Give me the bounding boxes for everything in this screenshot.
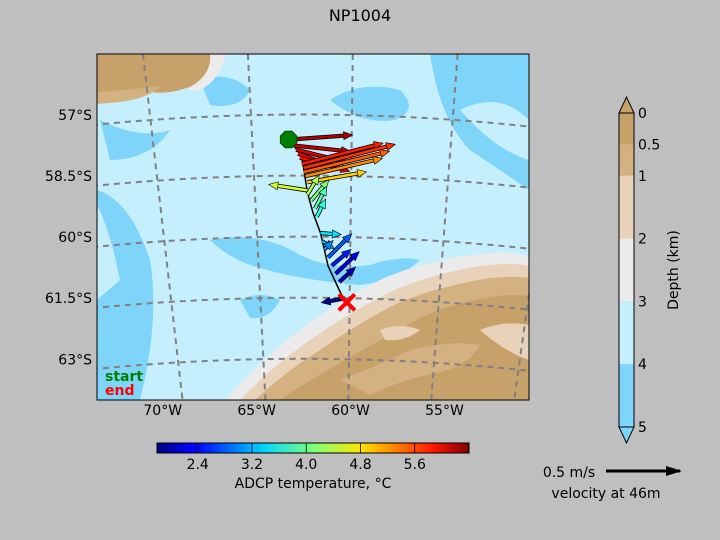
map-frame xyxy=(96,53,530,401)
temperature-colorbar: 2.4 3.2 4.0 4.8 5.6 xyxy=(156,442,470,473)
depth-colorbar-tick: 4 xyxy=(638,357,647,373)
bathymetry xyxy=(97,54,529,400)
velocity-key-speed: 0.5 m/s xyxy=(543,465,595,481)
velocity-vector xyxy=(326,233,353,260)
velocity-vector xyxy=(330,248,352,268)
velocity-key-arrowhead xyxy=(666,466,682,476)
map-panel: 57°S 58.5°S 60°S 61.5°S 63°S 70°W 65°W 60°W 55°W… xyxy=(45,53,530,419)
depth-colorbar-tick: 0 xyxy=(638,106,647,122)
map-tick-labels: 57°S 58.5°S 60°S 61.5°S 63°S 70°W 65°W 60°W 55°W xyxy=(45,108,464,419)
velocity-vector xyxy=(320,229,342,239)
velocity-vectors xyxy=(268,131,397,306)
lon-tick-label: 60°W xyxy=(331,403,370,419)
velocity-vector xyxy=(313,185,328,210)
lon-tick-label: 65°W xyxy=(237,403,276,419)
meridian-line xyxy=(246,54,267,400)
meridian-line xyxy=(513,286,529,400)
velocity-vector xyxy=(314,198,326,218)
depth-colorbar-segment xyxy=(619,364,634,427)
depth-colorbar-tick: 2 xyxy=(638,232,647,248)
lon-tick-label: 70°W xyxy=(143,403,182,419)
depth-colorbar-frame xyxy=(618,112,635,428)
graticule xyxy=(97,54,529,400)
depth-colorbar-tick: 1 xyxy=(638,169,647,185)
depth-colorbar: 0 0.5 1 2 3 4 5 xyxy=(618,95,660,445)
meridian-line xyxy=(347,54,354,400)
depth-colorbar-tick: 0.5 xyxy=(638,137,660,153)
depth-colorbar-segment xyxy=(619,301,634,365)
end-marker xyxy=(337,292,357,312)
temperature-colorbar-label: ADCP temperature, °C xyxy=(235,476,392,492)
lon-tick-label: 55°W xyxy=(425,403,464,419)
velocity-vector xyxy=(305,156,384,179)
parallel-line xyxy=(97,113,529,128)
depth-colorbar-segment xyxy=(619,144,634,176)
depth-colorbar-segment xyxy=(619,113,634,145)
velocity-vector xyxy=(322,239,334,251)
lat-tick-label: 60°S xyxy=(58,230,92,246)
chart-title: NP1004 xyxy=(329,6,391,25)
depth-colorbar-segment xyxy=(619,175,634,239)
temperature-colorbar-tick: 2.4 xyxy=(187,457,209,473)
depth-colorbar-extend-bottom xyxy=(618,426,635,445)
meridian-line xyxy=(141,54,184,400)
velocity-vector xyxy=(303,142,397,171)
depth-colorbar-extend-top xyxy=(618,95,635,114)
start-marker xyxy=(279,130,298,149)
lat-tick-label: 61.5°S xyxy=(45,291,92,307)
velocity-key-depth: velocity at 46m xyxy=(551,486,660,502)
start-legend-label: start xyxy=(105,369,143,385)
depth-colorbar-tick: 5 xyxy=(638,420,647,436)
velocity-vector xyxy=(334,251,360,276)
end-legend-label: end xyxy=(105,383,134,399)
velocity-vector xyxy=(303,149,391,175)
lat-tick-label: 63°S xyxy=(58,352,92,368)
velocity-vector xyxy=(305,174,320,196)
temperature-colorbar-tick: 4.8 xyxy=(349,457,371,473)
temperature-colorbar-gradient xyxy=(156,442,470,454)
parallel-line xyxy=(97,296,529,311)
depth-colorbar-segment xyxy=(619,238,634,302)
velocity-vector xyxy=(337,266,357,284)
meridian-line xyxy=(430,54,459,400)
temperature-colorbar-tick: 4.0 xyxy=(295,457,317,473)
depth-colorbar-tick: 3 xyxy=(638,294,647,310)
depth-colorbar-label: Depth (km) xyxy=(666,230,682,310)
parallel-line xyxy=(97,235,529,250)
velocity-vector xyxy=(290,131,354,142)
lat-tick-label: 57°S xyxy=(58,108,92,124)
velocity-vector xyxy=(268,181,308,193)
temperature-colorbar-tick: 5.6 xyxy=(404,457,426,473)
parallel-line xyxy=(97,357,529,372)
lat-tick-label: 58.5°S xyxy=(45,169,92,185)
temperature-colorbar-tick: 3.2 xyxy=(241,457,263,473)
track-markers xyxy=(279,130,357,312)
